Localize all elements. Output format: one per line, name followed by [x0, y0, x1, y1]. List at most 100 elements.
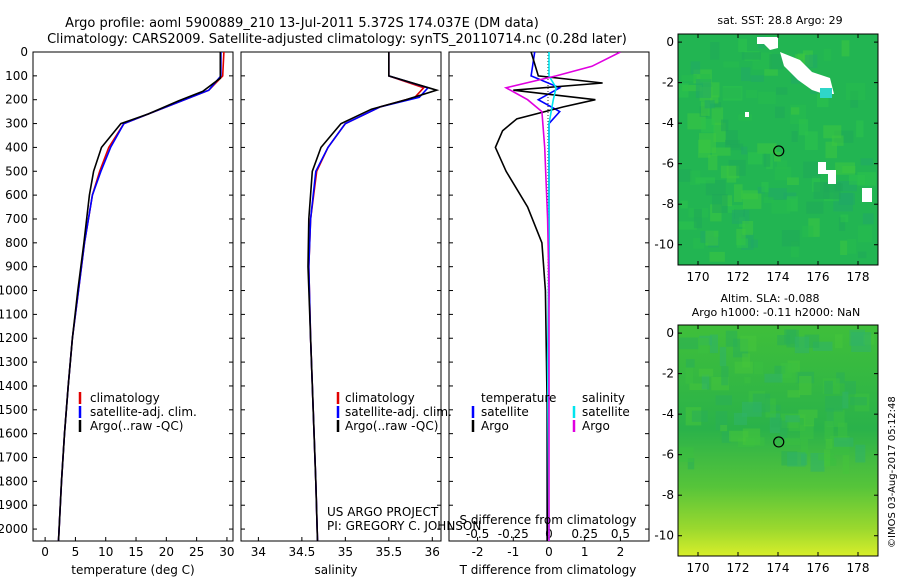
map-texture-cell [698, 338, 709, 354]
map-texture-cell [748, 152, 763, 165]
map-texture-cell [784, 438, 801, 446]
depth-tick-label: 700 [5, 212, 28, 226]
map-texture-cell [803, 417, 815, 427]
map-lat-label: -2 [662, 367, 674, 381]
map-lat-label: -10 [654, 238, 674, 252]
map-lon-label: 176 [807, 270, 830, 284]
difference-x-tick-label: -1 [507, 545, 519, 559]
map-texture-cell [745, 437, 765, 447]
map-texture-cell [698, 368, 714, 377]
map-texture-cell [774, 151, 781, 162]
map-texture-cell [685, 359, 695, 368]
map-texture-cell [834, 437, 854, 447]
map-texture-cell [804, 131, 818, 150]
map-texture-cell [799, 376, 812, 396]
map-texture-cell [750, 239, 758, 248]
map-texture-cell [825, 395, 843, 412]
map-texture-cell [679, 337, 699, 350]
map-texture-cell [709, 251, 725, 262]
sst-missing-patch [862, 188, 872, 202]
salinity-series [307, 52, 440, 541]
salinity-x-axis: 34 34.5 35 35.5 36 [251, 537, 440, 559]
sst-missing-patch [780, 52, 834, 94]
map-texture-cell [770, 417, 782, 428]
map-texture-cell [847, 239, 857, 254]
map-texture-cell [775, 106, 785, 119]
legend-label-climatology: climatology [345, 391, 415, 405]
sla-map [678, 325, 878, 556]
legend-label-satellite: satellite-adj. clim. [345, 405, 452, 419]
map-texture-cell [736, 238, 749, 248]
sst-missing-patch [757, 37, 778, 50]
map-texture-cell [768, 188, 787, 200]
pi-credit: PI: GREGORY C. JOHNSON [327, 519, 481, 533]
map-texture-cell [776, 87, 788, 95]
sst-map-axes: 0 -2 -4 -6 -8 -10 170 172 174 176 178 [654, 34, 878, 284]
map-texture-cell [741, 190, 758, 200]
map-texture-cell [691, 410, 708, 422]
map-texture-cell [774, 365, 786, 374]
map-texture-cell [825, 141, 837, 159]
map-texture-cell [689, 170, 701, 185]
map-texture-cell [682, 85, 703, 92]
map-texture-cell [701, 118, 715, 133]
map-texture-cell [725, 130, 738, 145]
map-texture-cell [794, 336, 810, 354]
map-texture-cell [838, 193, 855, 205]
map-texture-cell [838, 217, 846, 231]
map-texture-cell [761, 182, 769, 193]
map-texture-cell [763, 153, 771, 167]
argo-location-marker [773, 436, 785, 448]
sst-map [678, 34, 878, 265]
map-texture-cell [798, 409, 818, 419]
figure-title-line2: Climatology: CARS2009. Satellite-adjuste… [47, 32, 627, 47]
legend-label-sal-satellite: satellite [582, 405, 630, 419]
series-salinity-argo [503, 52, 621, 541]
map-texture-cell [785, 415, 800, 423]
map-texture-cell [681, 75, 697, 82]
map-texture-cell [690, 61, 701, 75]
difference-series [494, 52, 621, 541]
map-texture-cell [693, 208, 702, 229]
map-texture-cell [689, 383, 708, 390]
map-texture-cell [787, 177, 799, 185]
map-texture-cell [791, 131, 798, 142]
map-lat-label: -8 [662, 197, 674, 211]
map-texture-cell [781, 230, 800, 247]
map-texture-cell [738, 114, 753, 121]
depth-tick-label: 1000 [0, 284, 28, 298]
series-argo-raw-qc- [57, 52, 222, 541]
map-lon-label: 170 [687, 561, 710, 575]
depth-tick-label: 1700 [0, 451, 28, 465]
difference-legend: temperature salinity satellite Argo sate… [471, 391, 630, 433]
map-texture-cell [742, 353, 750, 368]
series-temperature-argo [494, 52, 603, 541]
map-texture-cell [804, 54, 818, 69]
legend-label-temp-satellite: satellite [481, 405, 529, 419]
sla-map-title-line1: Altim. SLA: -0.088 [720, 292, 819, 305]
map-lon-label: 174 [767, 270, 790, 284]
map-texture-cell [774, 166, 792, 181]
depth-tick-label: 900 [5, 260, 28, 274]
map-texture-cell [835, 162, 855, 175]
map-texture-cell [837, 181, 857, 192]
map-texture-cell [798, 119, 809, 136]
depth-tick-label: 1800 [0, 474, 28, 488]
map-lat-label: -6 [662, 448, 674, 462]
map-lat-label: -8 [662, 488, 674, 502]
map-texture-cell [687, 458, 695, 470]
map-texture-cell [715, 395, 732, 406]
salinity-x-tick-label: 34 [251, 545, 266, 559]
map-lon-label: 176 [807, 561, 830, 575]
legend-label-satellite: satellite-adj. clim. [90, 405, 197, 419]
map-texture-cell [862, 213, 874, 225]
difference-x-tick-label: 2 [617, 545, 625, 559]
salinity-x-tick-label: 36 [425, 545, 440, 559]
legend-label-argo: Argo(..raw -QC) [345, 419, 438, 433]
map-texture-cell [840, 214, 849, 223]
map-texture-cell [679, 447, 694, 462]
legend-header-temperature: temperature [481, 391, 556, 405]
map-texture-cell [765, 398, 776, 418]
map-texture-cell [736, 228, 746, 246]
map-texture-cell [842, 391, 849, 409]
